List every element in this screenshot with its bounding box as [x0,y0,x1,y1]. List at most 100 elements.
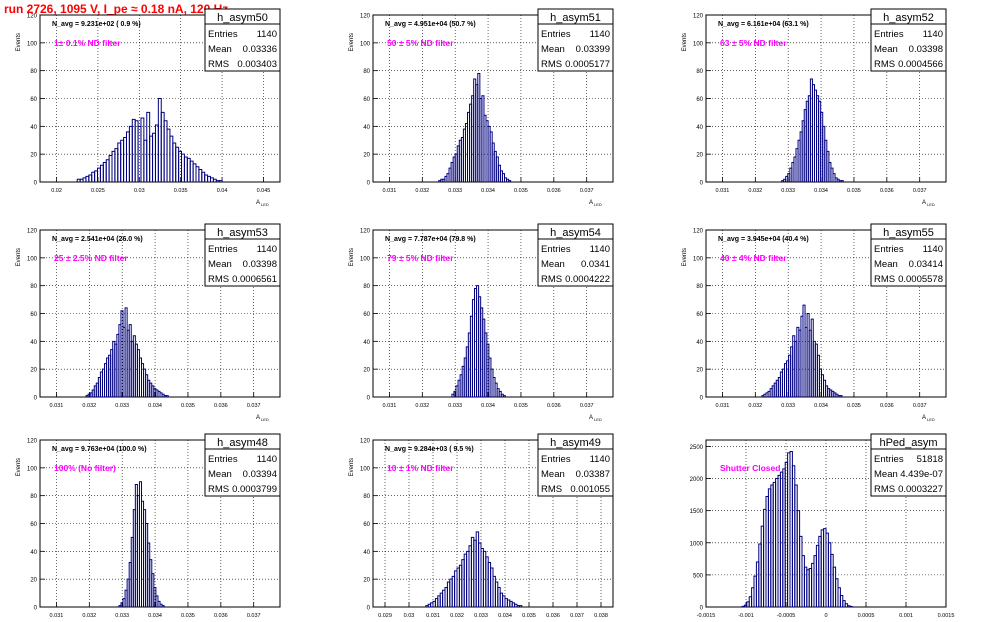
x-tick-label: 0.037 [570,613,584,619]
stats-label-entries: Entries [208,244,238,255]
x-axis-label-sub: LED [594,202,602,207]
y-tick-label: 0 [367,396,371,402]
x-tick-label: 0.037 [247,403,261,409]
histogram-panel-h_asym49: 0 20 40 60 80 100 120 0.029 0.03 0.031 0.032 0.033 0… [349,433,614,619]
x-tick-label: 0.0015 [938,613,955,619]
histogram-panel-h_asym48: 0 20 40 60 80 100 120 0.031 0.032 0.033 0.034 0.035… [16,433,281,619]
stats-value-rms: 0.001055 [570,484,610,495]
x-tick-label: 0.033 [474,613,488,619]
x-tick-label: 0.037 [580,403,594,409]
y-tick-label: 60 [363,312,370,318]
x-tick-label: 0.037 [913,188,927,194]
y-axis-label: Events [16,248,22,266]
y-tick-label: 0 [700,181,704,187]
navg-label: N_avg = 9.284e+03 ( 9.5 %) [385,446,474,453]
stats-value-mean: 0.03387 [576,469,610,480]
stats-value-mean: 4.439e-07 [900,469,943,480]
y-tick-label: 40 [30,340,37,346]
y-tick-label: 2500 [690,445,704,451]
stats-value-entries: 1140 [923,244,943,255]
x-axis-label-sub: LED [261,202,269,207]
x-tick-label: 0.03 [134,188,145,194]
stats-label-entries: Entries [874,29,904,40]
stats-label-mean: Mean [874,259,898,270]
x-tick-label: 0.036 [214,613,228,619]
x-tick-label: 0.033 [115,613,129,619]
stats-label-entries: Entries [541,454,571,465]
y-tick-label: 60 [363,97,370,103]
histogram-bin [218,180,223,182]
y-tick-label: 40 [696,125,703,131]
x-axis-label-sub: LED [927,202,935,207]
stats-value-entries: 1140 [257,29,277,40]
stats-value-mean: 0.03399 [576,44,610,55]
stats-value-entries: 1140 [590,29,610,40]
y-axis-label: Events [682,248,688,266]
histogram-bin [839,395,843,397]
y-tick-label: 40 [363,550,370,556]
y-tick-label: 120 [27,229,38,235]
x-tick-label: 0.04 [217,188,228,194]
y-tick-label: 0 [34,606,38,612]
y-tick-label: 100 [693,256,704,262]
x-tick-label: 0.034 [814,188,828,194]
stats-label-mean: Mean [541,469,565,480]
stats-value-rms: 0.0003227 [898,484,943,495]
x-tick-label: 0.032 [415,403,429,409]
stats-title: h_asym51 [550,12,601,24]
x-tick-label: 0.032 [748,188,762,194]
x-tick-label: 0.038 [594,613,608,619]
stats-box [537,433,614,497]
x-tick-label: 0.036 [880,403,894,409]
histogram-bin [508,180,512,182]
stats-value-rms: 0.0003799 [232,484,277,495]
stats-label-mean: Mean [874,44,898,55]
y-tick-label: 0 [367,181,371,187]
x-tick-label: 0.032 [82,403,96,409]
y-tick-label: 100 [360,256,371,262]
x-tick-label: 0 [824,613,827,619]
stats-value-entries: 1140 [923,29,943,40]
stats-value-mean: 0.03398 [909,44,943,55]
navg-label: N_avg = 6.161e+04 (63.1 %) [718,21,809,28]
stats-value-entries: 51818 [917,454,943,465]
x-tick-label: 0.034 [814,403,828,409]
stats-label-rms: RMS [874,484,895,495]
x-tick-label: 0.037 [913,403,927,409]
filter-annotation: 50 ± 5% ND filter [387,38,454,48]
histogram-bin [161,605,165,607]
stats-label-mean: Mean [208,469,232,480]
stats-value-mean: 0.03414 [909,259,943,270]
x-tick-label: 0.034 [148,613,162,619]
x-tick-label: 0.031 [716,403,730,409]
x-tick-label: 0.035 [181,403,195,409]
stats-label-entries: Entries [541,29,571,40]
navg-label: N_avg = 2.541e+04 (26.0 %) [52,236,143,243]
y-tick-label: 40 [363,340,370,346]
stats-value-rms: 0.0006561 [232,274,277,285]
y-axis-label: Events [349,248,355,266]
stats-label-rms: RMS [208,59,229,70]
stats-title: h_asym52 [883,12,934,24]
y-axis-label: Events [349,458,355,476]
y-tick-label: 500 [693,573,704,579]
stats-label-entries: Entries [541,244,571,255]
filter-annotation: 10 ± 1% ND filter [387,463,454,473]
y-tick-label: 20 [696,153,703,159]
x-axis-label-sub: LED [261,417,269,422]
x-tick-label: 0.033 [781,188,795,194]
x-tick-label: 0.032 [415,188,429,194]
y-tick-label: 80 [363,284,370,290]
filter-annotation: 40 ± 4% ND filter [720,253,787,263]
y-tick-label: 40 [696,340,703,346]
stats-value-mean: 0.03394 [243,469,277,480]
stats-box [204,433,281,497]
histogram-panel-h_asym53: 0 20 40 60 80 100 120 0.031 0.032 0.033 0.034 0.035… [16,223,281,422]
navg-label: N_avg = 3.945e+04 (40.4 %) [718,236,809,243]
y-axis-label: Events [682,33,688,51]
histogram-panel-h_asym52: 0 20 40 60 80 100 120 0.031 0.032 0.033 0.034 0.035… [682,8,947,207]
x-tick-label: 0.034 [481,188,495,194]
stats-value-rms: 0.0005177 [565,59,610,70]
y-tick-label: 60 [30,312,37,318]
stats-value-mean: 0.0341 [581,259,610,270]
